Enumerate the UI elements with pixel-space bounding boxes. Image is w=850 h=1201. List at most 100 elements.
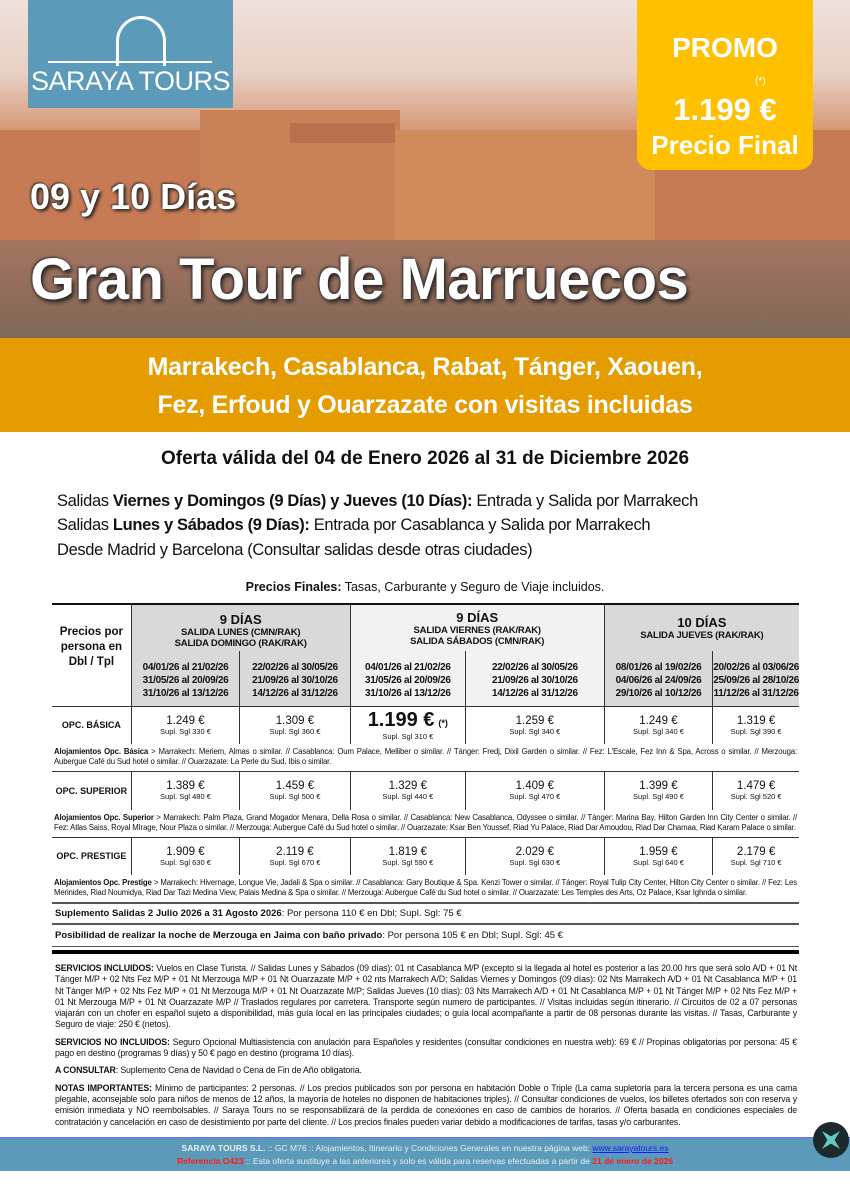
tour-duration: 09 y 10 Días	[30, 176, 237, 217]
option-label: OPC. SUPERIOR	[52, 771, 132, 810]
hill	[0, 240, 850, 338]
price-line: 1.959 €	[605, 846, 712, 858]
text-bold: Lunes y Sábados (9 Días):	[112, 516, 310, 534]
date-range-cell: 04/01/26 al 21/02/26 31/05/26 al 20/09/26…	[349, 651, 466, 706]
price-line: 1.249 €	[605, 715, 712, 727]
divider	[52, 950, 799, 954]
price-line: 1.479 €	[713, 780, 799, 792]
price-line: 1.259 €	[466, 715, 604, 727]
date-range: 31/10/26 al 13/12/26	[142, 687, 229, 699]
price-cell: 2.029 € Supl. Sgl 630 €	[464, 836, 605, 875]
kasbah-roof	[290, 123, 395, 143]
price: 2.179 €	[736, 845, 776, 858]
price-line: 1.389 €	[132, 780, 239, 792]
price-cell: 1.819 € Supl. Sgl 590 €	[349, 836, 466, 875]
price-table: Precios por persona en Dbl / Tpl 9 DÍAS S…	[52, 603, 799, 902]
option-label: OPC. PRESTIGE	[52, 836, 132, 875]
price: 2.029 €	[515, 845, 555, 858]
price: 1.389 €	[166, 780, 205, 793]
date-range: 08/01/26 al 19/02/26	[615, 661, 702, 673]
text: Tasas, Carburante y Seguro de Viaje incl…	[341, 580, 605, 594]
single-supplement: Supl. Sgl 440 €	[382, 792, 434, 802]
text-bold: Posibilidad de realizar la noche de Merz…	[55, 930, 383, 941]
hotels-row: Alojamientos Opc. Superior > Marrakech: …	[52, 810, 799, 838]
price-line: 1.329 €	[351, 780, 465, 792]
single-supplement: Supl. Sgl 630 €	[509, 857, 561, 867]
date-range: 21/09/26 al 30/10/26	[252, 674, 338, 686]
single-supplement: Supl. Sgl 340 €	[633, 726, 684, 736]
price: 1.309 €	[275, 714, 315, 727]
date-range: 14/12/26 al 31/12/26	[252, 687, 338, 699]
date-range: 25/09/26 al 28/10/26	[713, 674, 799, 686]
text: : Por persona 105 € en Dbl; Supl. Sgl: 4…	[382, 930, 563, 941]
price-line: 1.399 €	[605, 780, 712, 792]
price: 1.199 €	[367, 709, 435, 732]
a-consultar: A CONSULTAR: Suplemento Cena de Navidad …	[55, 1065, 797, 1076]
price-cell: 1.329 € Supl. Sgl 440 €	[349, 771, 466, 810]
hotels-row: Alojamientos Opc. Básica > Marrakech: Me…	[52, 744, 799, 772]
group-sub: SALIDA LUNES (CMN/RAK)	[181, 626, 301, 638]
text: Salidas	[57, 516, 113, 534]
price-cell: 1.319 € Supl. Sgl 390 €	[712, 705, 799, 744]
price-line: 1.909 €	[132, 846, 239, 858]
price-cell: 1.249 € Supl. Sgl 340 €	[603, 705, 713, 744]
promo-note: Precio Final	[651, 130, 799, 160]
single-supplement: Supl. Sgl 630 €	[160, 857, 211, 867]
website-link[interactable]: www.sarayatours.es	[592, 1142, 669, 1153]
price: 1.319 €	[736, 714, 776, 727]
destinations-line: Marrakech, Casablanca, Rabat, Tánger, Xa…	[147, 353, 703, 381]
group-header: 9 DÍAS SALIDA VIERNES (RAK/RAK) SALIDA SÁB…	[349, 604, 605, 651]
single-supplement: Supl. Sgl 520 €	[730, 792, 782, 802]
hotels-row: Alojamientos Opc. Prestige > Marrakech: …	[52, 875, 799, 902]
price: 1.909 €	[166, 845, 205, 858]
text-bold: A CONSULTAR	[55, 1065, 116, 1076]
salidas-line: Salidas Viernes y Domingos (9 Días) y Ju…	[57, 491, 847, 511]
price: 1.959 €	[639, 845, 678, 858]
price-line: 1.309 €	[240, 715, 349, 727]
price-cell: 1.399 € Supl. Sgl 490 €	[603, 771, 713, 810]
price-line: 1.459 €	[240, 780, 349, 792]
promo-mark: (*)	[438, 718, 448, 729]
price-cell: 1.199 € (*) Supl. Sgl 310 €	[349, 705, 466, 744]
date-range: 31/10/26 al 13/12/26	[364, 687, 451, 699]
text: Vuelos en Clase Turista. // Salidas Lune…	[55, 963, 797, 1030]
text: Entrada y Salida por Marrakech	[472, 492, 698, 510]
price-line: 2.029 €	[466, 846, 604, 858]
price: 1.259 €	[515, 714, 555, 727]
price: 1.329 €	[388, 780, 427, 793]
single-supplement: Supl. Sgl 390 €	[730, 726, 782, 736]
price: 1.249 €	[166, 714, 205, 727]
assistant-button[interactable]	[813, 1122, 849, 1158]
text-bold: NOTAS IMPORTANTES:	[55, 1082, 152, 1093]
group-sub: SALIDA DOMINGO (RAK/RAK)	[174, 637, 307, 649]
logo-text: SARAYA TOURS	[30, 66, 231, 96]
text: Salidas	[57, 492, 113, 510]
date-range: 14/12/26 al 31/12/26	[491, 687, 578, 699]
notas-importantes: NOTAS IMPORTANTES: Mínimo de participant…	[55, 1083, 797, 1128]
price-line: 1.319 €	[713, 715, 799, 727]
jaima-line: Posibilidad de realizar la noche de Merz…	[52, 923, 799, 947]
price: 1.819 €	[388, 845, 427, 858]
price-row: OPC. SUPERIOR 1.389 € Supl. Sgl 480 €1.459…	[52, 771, 799, 810]
price-cell: 1.459 € Supl. Sgl 500 €	[239, 771, 351, 810]
group-header: 10 DÍAS SALIDA JUEVES (RAK/RAK)	[603, 604, 799, 651]
single-supplement: Supl. Sgl 490 €	[633, 792, 684, 802]
single-supplement: Supl. Sgl 670 €	[269, 857, 321, 867]
servicios-no-incluidos: SERVICIOS NO INCLUIDOS: Seguro Opcional …	[55, 1037, 797, 1060]
text-bold: SERVICIOS NO INCLUIDOS:	[55, 1036, 170, 1047]
text: Desde Madrid y Barcelona (Consultar sali…	[57, 541, 533, 559]
group-title: 10 DÍAS	[677, 615, 727, 630]
group-title: 9 DÍAS	[456, 609, 499, 625]
footer: SARAYA TOURS S.L. :: GC M76 :: Alojamien…	[0, 1136, 850, 1171]
salidas-line: Salidas Lunes y Sábados (9 Días): Entrad…	[57, 515, 847, 535]
hotels-list: > Marrakech: Meriem, Almas o similar. //…	[54, 747, 797, 766]
option-label: OPC. BÁSICA	[52, 705, 132, 744]
text: Mínimo de participantes: 2 personas. // …	[55, 1082, 797, 1127]
company-name: SARAYA TOURS S.L.	[181, 1142, 266, 1153]
group-title: 9 DÍAS	[219, 611, 262, 627]
kasbah-tower	[395, 130, 655, 260]
offer-validity: Oferta válida del 04 de Enero 2026 al 31…	[160, 448, 690, 469]
price: 1.409 €	[515, 780, 555, 793]
text-bold: SERVICIOS INCLUIDOS:	[55, 963, 154, 973]
date-range-cell: 20/02/26 al 03/06/26 25/09/26 al 28/10/26…	[712, 651, 799, 706]
